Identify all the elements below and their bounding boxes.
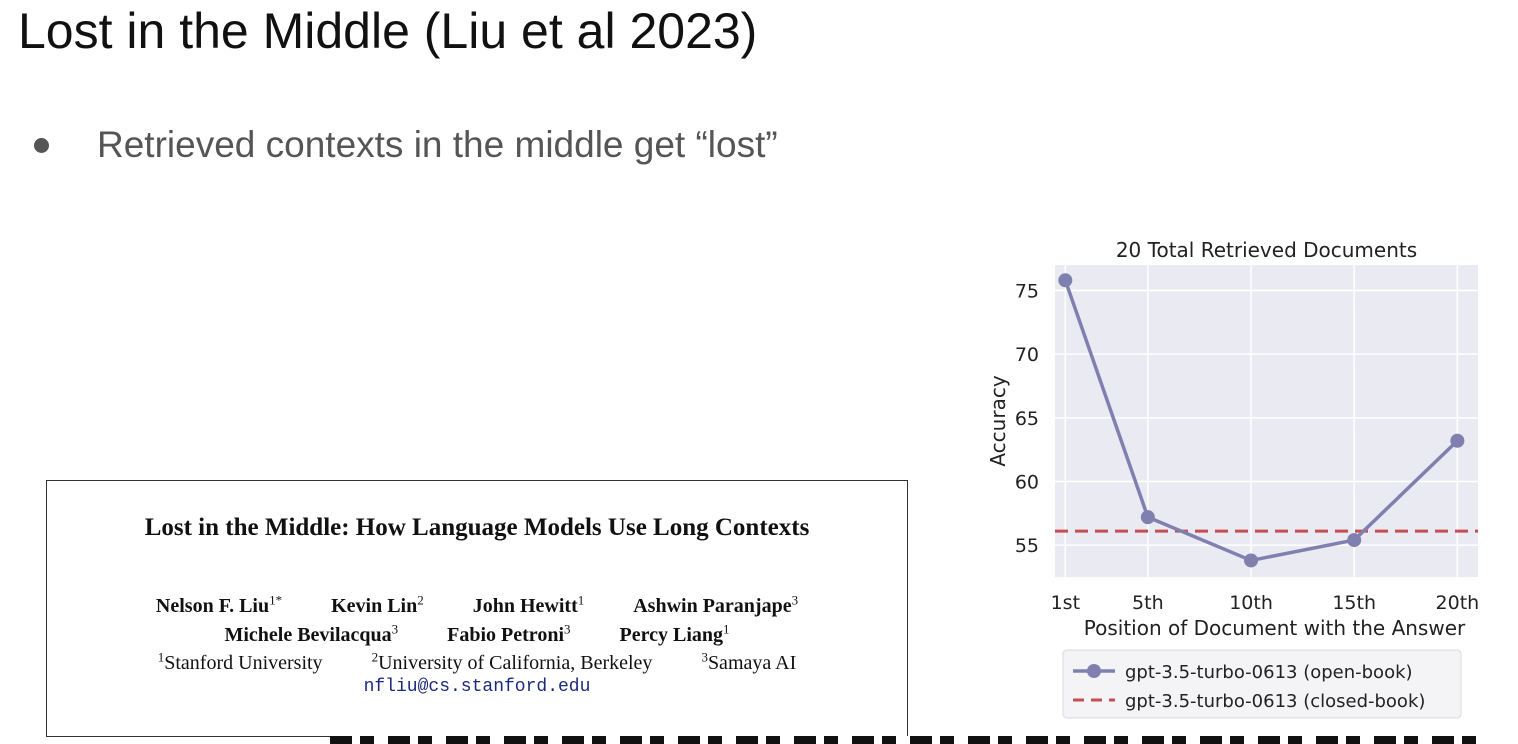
plot-area <box>1055 265 1478 577</box>
x-tick-label: 5th <box>1132 592 1164 614</box>
affiliation: 2University of California, Berkeley <box>371 649 653 674</box>
author: Ashwin Paranjape3 <box>633 592 799 617</box>
author: Nelson F. Liu1* <box>155 592 283 617</box>
y-tick-label: 55 <box>1015 535 1039 557</box>
author: Kevin Lin2 <box>331 592 424 617</box>
slide-title: Lost in the Middle (Liu et al 2023) <box>18 3 758 59</box>
legend-box <box>1062 649 1462 719</box>
chart-title: 20 Total Retrieved Documents <box>1116 238 1417 262</box>
author: John Hewitt1 <box>472 592 585 617</box>
paper-abstract-image: Lost in the Middle: How Language Models … <box>46 480 908 737</box>
open-book-point <box>1347 533 1362 548</box>
author: Percy Liang1 <box>619 621 730 646</box>
legend-open-book-label: gpt-3.5-turbo-0613 (open-book) <box>1125 662 1413 683</box>
affiliation: 3Samaya AI <box>701 649 797 674</box>
open-book-point <box>1450 433 1465 448</box>
author: Michele Bevilacqua3 <box>224 621 399 646</box>
cropped-text-strip <box>330 736 1490 744</box>
affiliation: 1Stanford University <box>157 649 323 674</box>
legend-closed-book-label: gpt-3.5-turbo-0613 (closed-book) <box>1125 691 1425 712</box>
open-book-point <box>1058 273 1073 288</box>
author-email: nfliu@cs.stanford.edu <box>363 677 591 697</box>
y-tick-label: 60 <box>1015 471 1039 493</box>
y-tick-label: 65 <box>1015 408 1039 430</box>
bullet-item: Retrieved contexts in the middle get “lo… <box>34 124 778 166</box>
x-tick-label: 10th <box>1229 592 1273 614</box>
authors-row-2: Michele Bevilacqua3 Fabio Petroni3 Percy… <box>47 621 907 647</box>
x-tick-label: 1st <box>1051 592 1080 614</box>
paper-title: Lost in the Middle: How Language Models … <box>144 514 810 541</box>
accuracy-chart: 55 60 65 70 75 1st 5th 10th 15th 20th 20 Total Ret… <box>975 225 1495 725</box>
x-axis-label: Position of Document with the Answer <box>1084 616 1466 640</box>
authors-row-1: Nelson F. Liu1* Kevin Lin2 John Hewitt1 … <box>47 592 907 618</box>
chart-svg: 55 60 65 70 75 1st 5th 10th 15th 20th 20 Total Ret… <box>986 238 1480 719</box>
legend-open-book-marker <box>1087 664 1101 678</box>
affiliations-row: 1Stanford University 2University of Cali… <box>47 649 907 675</box>
x-tick-label: 15th <box>1332 592 1376 614</box>
y-tick-label: 75 <box>1015 280 1039 302</box>
y-tick-label: 70 <box>1015 344 1039 366</box>
open-book-point <box>1140 510 1155 525</box>
y-axis-label: Accuracy <box>986 375 1010 466</box>
author: Fabio Petroni3 <box>447 621 571 646</box>
bullet-text: Retrieved contexts in the middle get “lo… <box>97 124 778 165</box>
bullet-dot-icon <box>34 137 49 153</box>
open-book-point <box>1244 553 1259 568</box>
x-tick-label: 20th <box>1436 592 1480 614</box>
